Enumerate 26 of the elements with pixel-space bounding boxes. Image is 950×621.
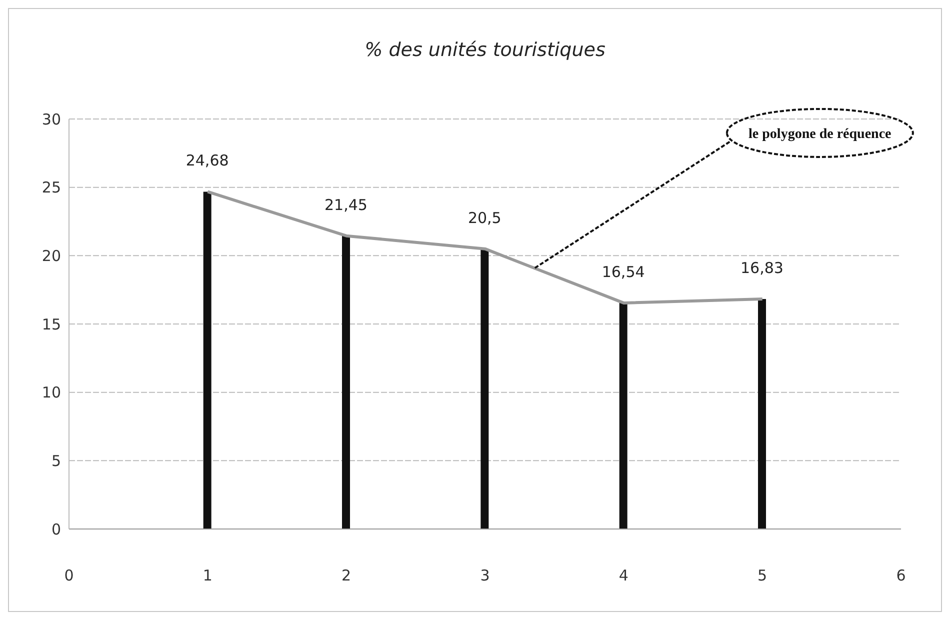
bar	[619, 302, 628, 529]
bar	[203, 192, 212, 529]
bar	[758, 298, 766, 529]
bar	[480, 248, 489, 529]
data-label: 20,5	[468, 208, 502, 227]
y-tick-label: 25	[42, 178, 61, 197]
x-tick-label: 6	[896, 566, 906, 585]
y-tick-label: 5	[51, 452, 61, 470]
y-tick-label: 20	[42, 246, 61, 265]
x-tick-label: 5	[758, 566, 768, 585]
data-label: 24,68	[186, 152, 229, 170]
y-tick-label: 15	[42, 315, 61, 334]
chart-title: % des unités touristiques	[364, 39, 606, 61]
bar	[342, 236, 350, 529]
x-tick-label: 3	[480, 566, 490, 585]
data-label: 16,54	[602, 262, 645, 281]
y-tick-label: 30	[42, 110, 61, 128]
x-tick-label: 2	[342, 566, 352, 585]
x-tick-label: 0	[64, 566, 74, 585]
data-label: 16,83	[740, 258, 784, 277]
y-tick-label: 10	[42, 384, 61, 402]
annotation: le polygone de réquence	[748, 126, 892, 142]
x-tick-label: 1	[202, 566, 212, 585]
x-tick-label: 4	[618, 566, 628, 585]
y-tick-label: 0	[51, 520, 61, 538]
data-label: 21,45	[324, 196, 368, 214]
